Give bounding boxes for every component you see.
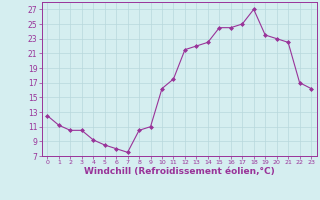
X-axis label: Windchill (Refroidissement éolien,°C): Windchill (Refroidissement éolien,°C): [84, 167, 275, 176]
